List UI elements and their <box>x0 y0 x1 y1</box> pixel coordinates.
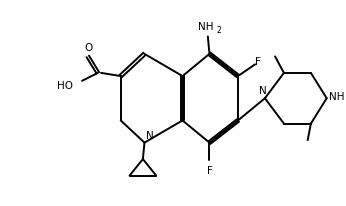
Text: 2: 2 <box>217 26 221 35</box>
Text: O: O <box>84 42 93 53</box>
Text: N: N <box>260 86 267 96</box>
Text: N: N <box>146 131 154 141</box>
Text: F: F <box>255 57 261 67</box>
Text: F: F <box>207 166 212 176</box>
Text: HO: HO <box>57 81 73 91</box>
Text: NH: NH <box>329 92 345 102</box>
Text: NH: NH <box>198 22 213 32</box>
